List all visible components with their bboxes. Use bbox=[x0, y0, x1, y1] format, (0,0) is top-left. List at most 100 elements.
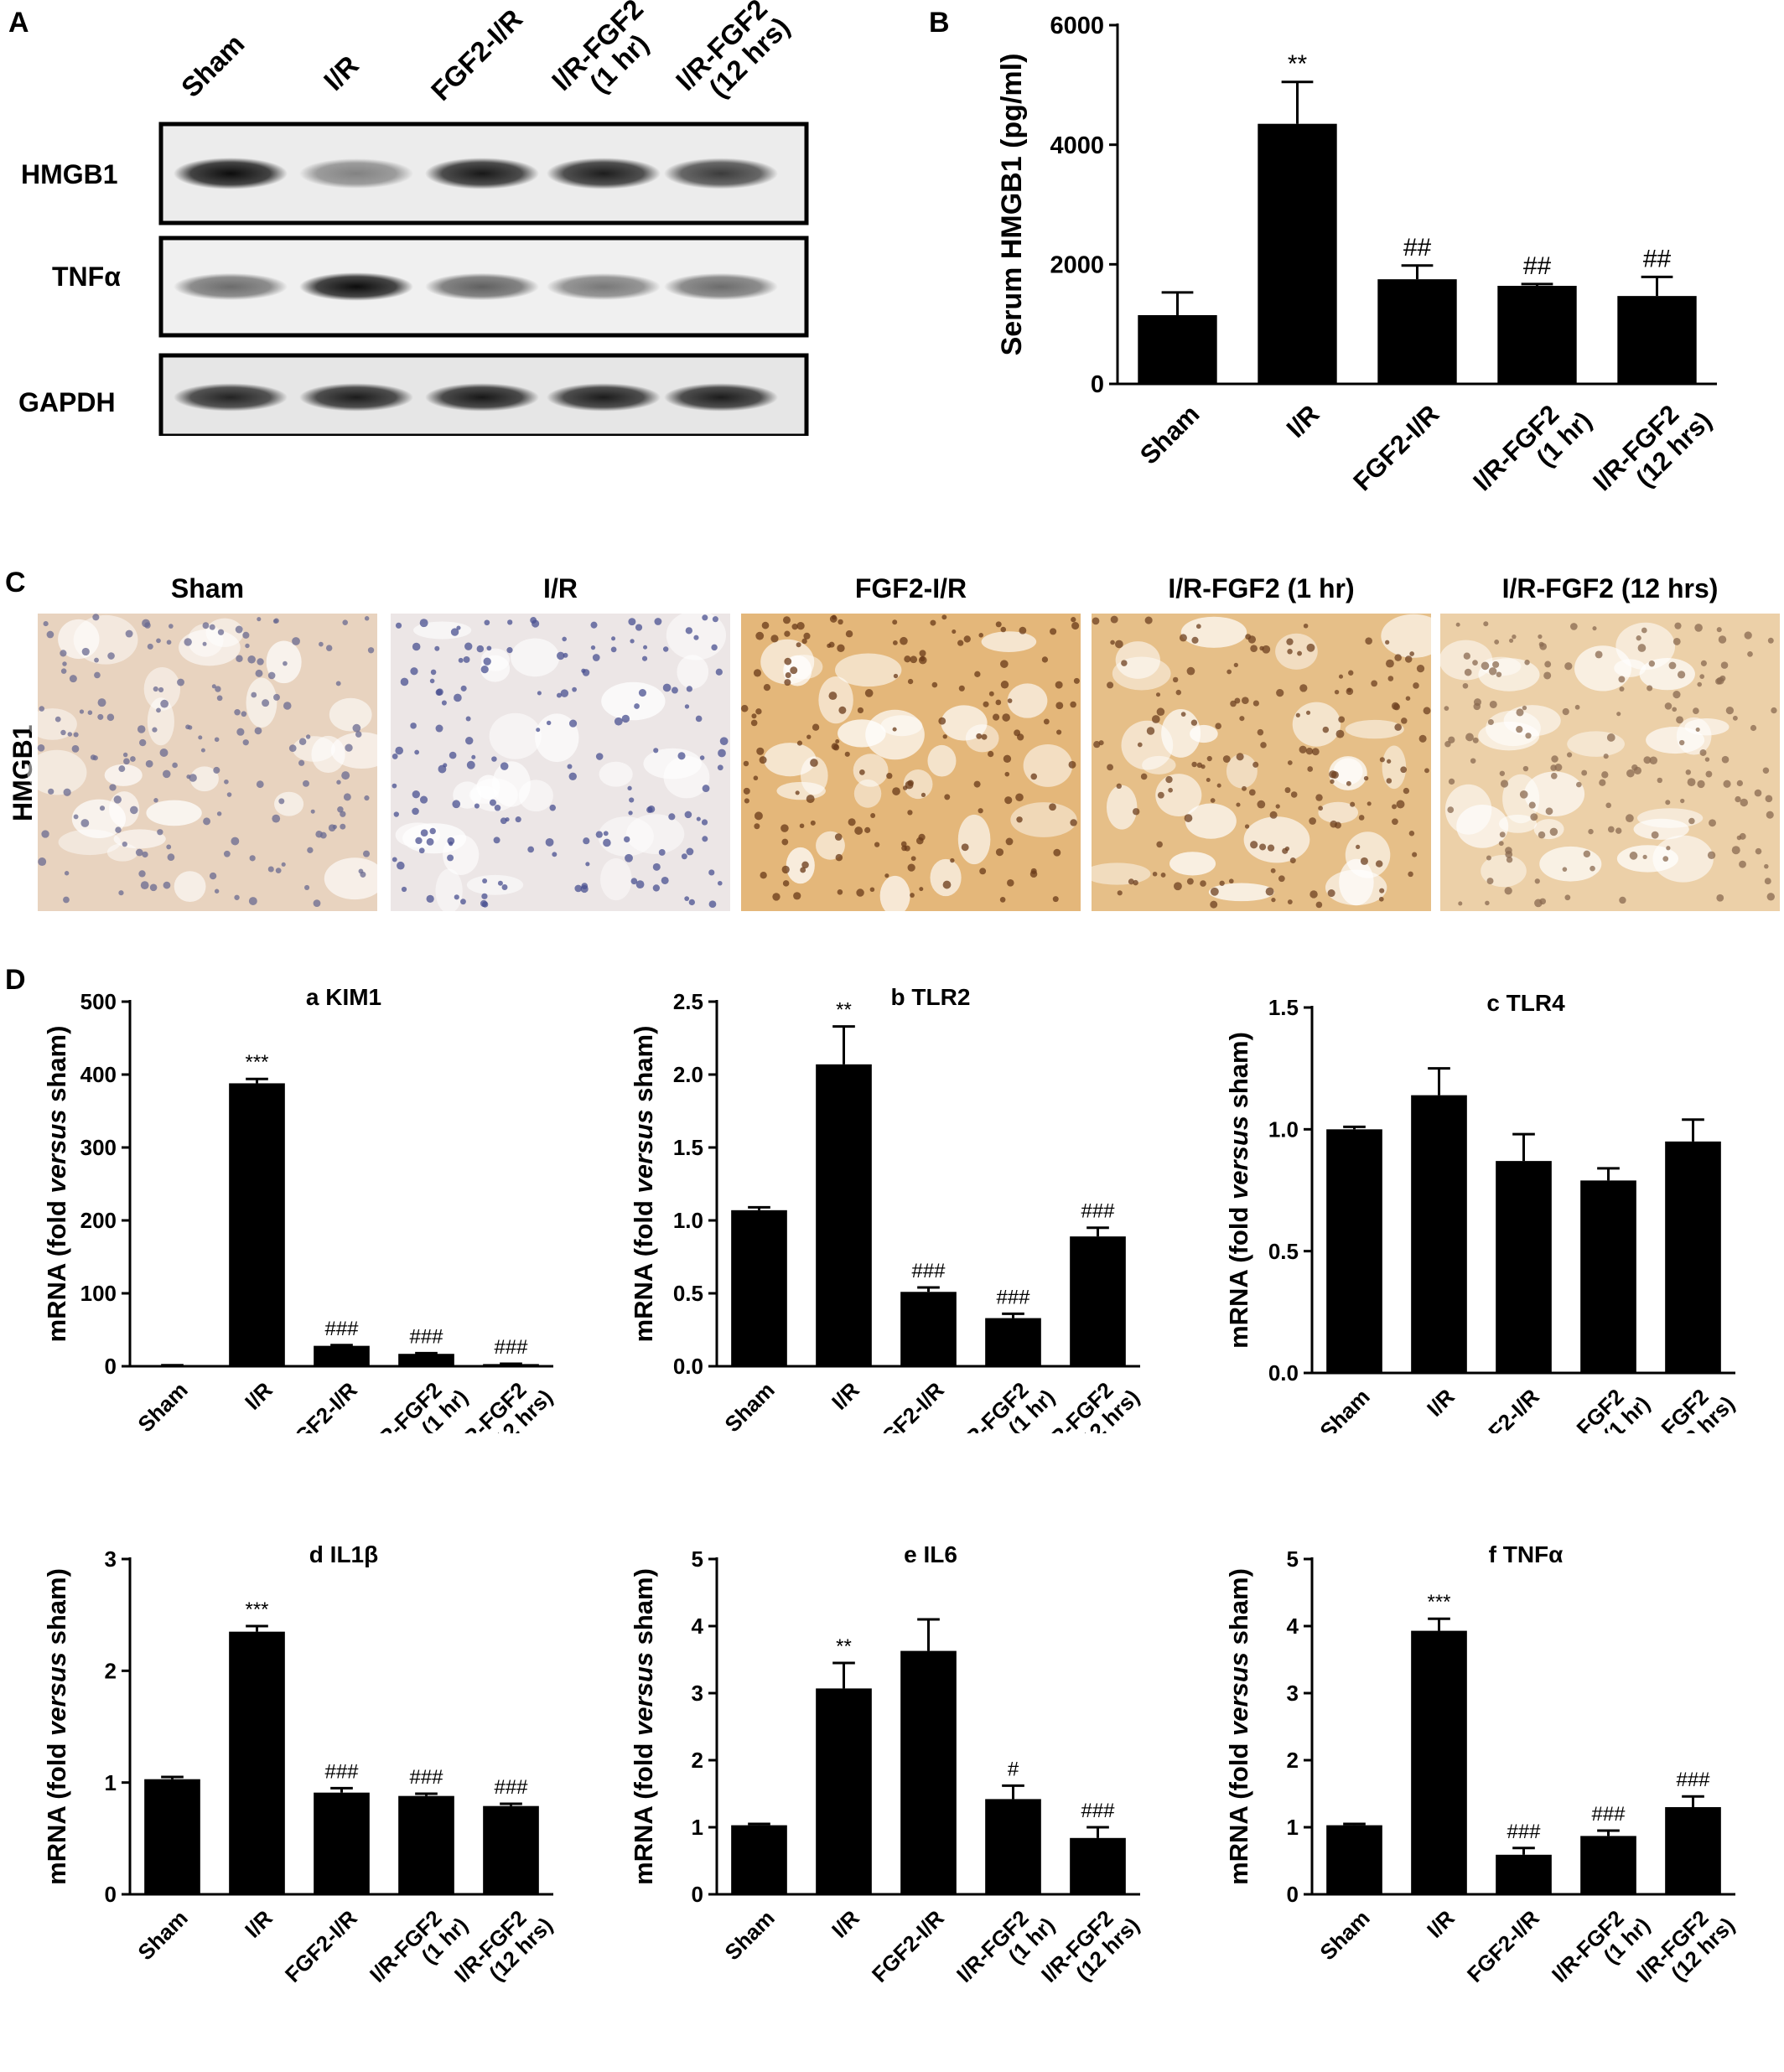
ihc-nucleus bbox=[988, 691, 994, 697]
ihc-nucleus bbox=[1538, 634, 1543, 640]
ihc-nucleus bbox=[983, 701, 989, 707]
ihc-nucleus bbox=[907, 780, 914, 786]
ihc-nucleus bbox=[1704, 757, 1710, 762]
ihc-nucleus bbox=[1335, 729, 1345, 738]
significance-label: ### bbox=[1507, 1821, 1541, 1843]
y-tick-label: 4000 bbox=[1050, 132, 1104, 159]
ihc-nucleus bbox=[921, 792, 926, 797]
ihc-nucleus bbox=[1070, 819, 1077, 826]
ihc-nucleus bbox=[1307, 766, 1314, 772]
ihc-nucleus bbox=[1299, 745, 1307, 754]
ihc-nucleus bbox=[1641, 627, 1647, 634]
ihc-tubule bbox=[1112, 656, 1171, 691]
significance-label: ### bbox=[324, 1760, 359, 1783]
chart-tnfa: f TNFα mRNA (fold versus sham) 0 1 2 3 4 5 Sham *… bbox=[1224, 1541, 1740, 1987]
ihc-nucleus bbox=[123, 758, 130, 765]
y-tick-label: 6000 bbox=[1050, 13, 1104, 39]
blot-row-label: TNFα bbox=[52, 262, 121, 292]
ihc-nucleus bbox=[507, 619, 513, 625]
ihc-nucleus bbox=[1680, 798, 1685, 804]
ihc-nucleus bbox=[627, 785, 632, 790]
ihc-nucleus bbox=[177, 678, 184, 686]
ihc-nucleus bbox=[1674, 622, 1682, 629]
ihc-nucleus bbox=[1509, 638, 1514, 643]
ihc-nucleus bbox=[1156, 841, 1163, 848]
blot-band bbox=[425, 272, 539, 301]
ihc-nucleus bbox=[60, 650, 67, 657]
ihc-nucleus bbox=[1052, 896, 1059, 903]
ihc-nucleus bbox=[153, 798, 158, 803]
ihc-nucleus bbox=[1498, 841, 1504, 847]
ihc-nucleus bbox=[1472, 660, 1478, 666]
ihc-nucleus bbox=[1371, 680, 1378, 687]
ihc-nucleus bbox=[471, 754, 476, 759]
ihc-nucleus bbox=[536, 728, 541, 733]
ihc-nucleus bbox=[796, 740, 803, 746]
ihc-nucleus bbox=[907, 863, 915, 872]
ihc-nucleus bbox=[418, 847, 425, 854]
ihc-nucleus bbox=[410, 667, 418, 676]
ihc-nucleus bbox=[702, 836, 708, 842]
ihc-nucleus bbox=[1499, 770, 1506, 776]
ihc-nucleus bbox=[430, 669, 437, 676]
ihc-nucleus bbox=[918, 655, 927, 665]
y-tick-label: 100 bbox=[80, 1281, 117, 1306]
ihc-nucleus bbox=[938, 717, 946, 725]
ihc-nucleus bbox=[537, 691, 542, 696]
ihc-nucleus bbox=[1665, 800, 1671, 805]
ihc-tubule bbox=[27, 749, 87, 795]
ihc-nucleus bbox=[1306, 643, 1315, 652]
ihc-nucleus bbox=[1637, 644, 1647, 652]
ihc-nucleus bbox=[48, 788, 54, 795]
ihc-nucleus bbox=[743, 787, 750, 795]
ihc-nucleus bbox=[527, 846, 535, 853]
ihc-nucleus bbox=[1003, 754, 1012, 764]
y-tick-label: 0.0 bbox=[1268, 1360, 1299, 1386]
ihc-nucleus bbox=[1494, 640, 1500, 645]
ihc-nucleus bbox=[686, 686, 692, 692]
ihc-nucleus bbox=[1146, 727, 1155, 735]
bar bbox=[1496, 1854, 1552, 1894]
y-tick-label: 2 bbox=[692, 1748, 703, 1773]
ihc-nucleus bbox=[995, 699, 1002, 706]
ihc-nucleus bbox=[1350, 801, 1356, 807]
ihc-nucleus bbox=[1448, 736, 1455, 743]
ihc-tubule bbox=[835, 653, 902, 687]
ihc-nucleus bbox=[273, 693, 280, 701]
ihc-tubule bbox=[1524, 771, 1585, 816]
ihc-nucleus bbox=[1387, 676, 1394, 681]
ihc-nucleus bbox=[1007, 698, 1013, 703]
ihc-nucleus bbox=[1506, 857, 1513, 863]
ihc-nucleus bbox=[976, 733, 983, 739]
ihc-nucleus bbox=[1236, 753, 1244, 761]
ihc-nucleus bbox=[756, 747, 765, 755]
ihc-tubule bbox=[677, 655, 709, 689]
ihc-nucleus bbox=[137, 725, 146, 733]
ihc-nucleus bbox=[1499, 831, 1506, 838]
ihc-tubule bbox=[104, 764, 143, 786]
ihc-nucleus bbox=[216, 811, 222, 816]
ihc-nucleus bbox=[1648, 660, 1656, 667]
ihc-nucleus bbox=[784, 657, 792, 666]
ihc-nucleus bbox=[345, 743, 353, 752]
ihc-nucleus bbox=[63, 788, 71, 796]
ihc-nucleus bbox=[1700, 660, 1707, 666]
ihc-nucleus bbox=[1616, 712, 1621, 717]
ihc-nucleus bbox=[340, 823, 346, 830]
ihc-nucleus bbox=[1179, 634, 1187, 642]
blot-band bbox=[664, 383, 778, 412]
bar bbox=[1580, 1180, 1636, 1373]
ihc-nucleus bbox=[1666, 846, 1671, 851]
ihc-nucleus bbox=[341, 771, 350, 780]
ihc-nucleus bbox=[662, 646, 669, 652]
blot-band bbox=[547, 383, 661, 412]
ihc-nucleus bbox=[662, 683, 672, 692]
ihc-nucleus bbox=[782, 616, 791, 624]
ihc-nucleus bbox=[910, 856, 916, 862]
ihc-nucleus bbox=[1615, 827, 1622, 834]
ihc-nucleus bbox=[661, 876, 669, 884]
ihc-nucleus bbox=[1447, 806, 1455, 813]
ihc-nucleus bbox=[614, 717, 623, 726]
ihc-tubule bbox=[189, 766, 219, 792]
ihc-nucleus bbox=[1400, 766, 1408, 774]
